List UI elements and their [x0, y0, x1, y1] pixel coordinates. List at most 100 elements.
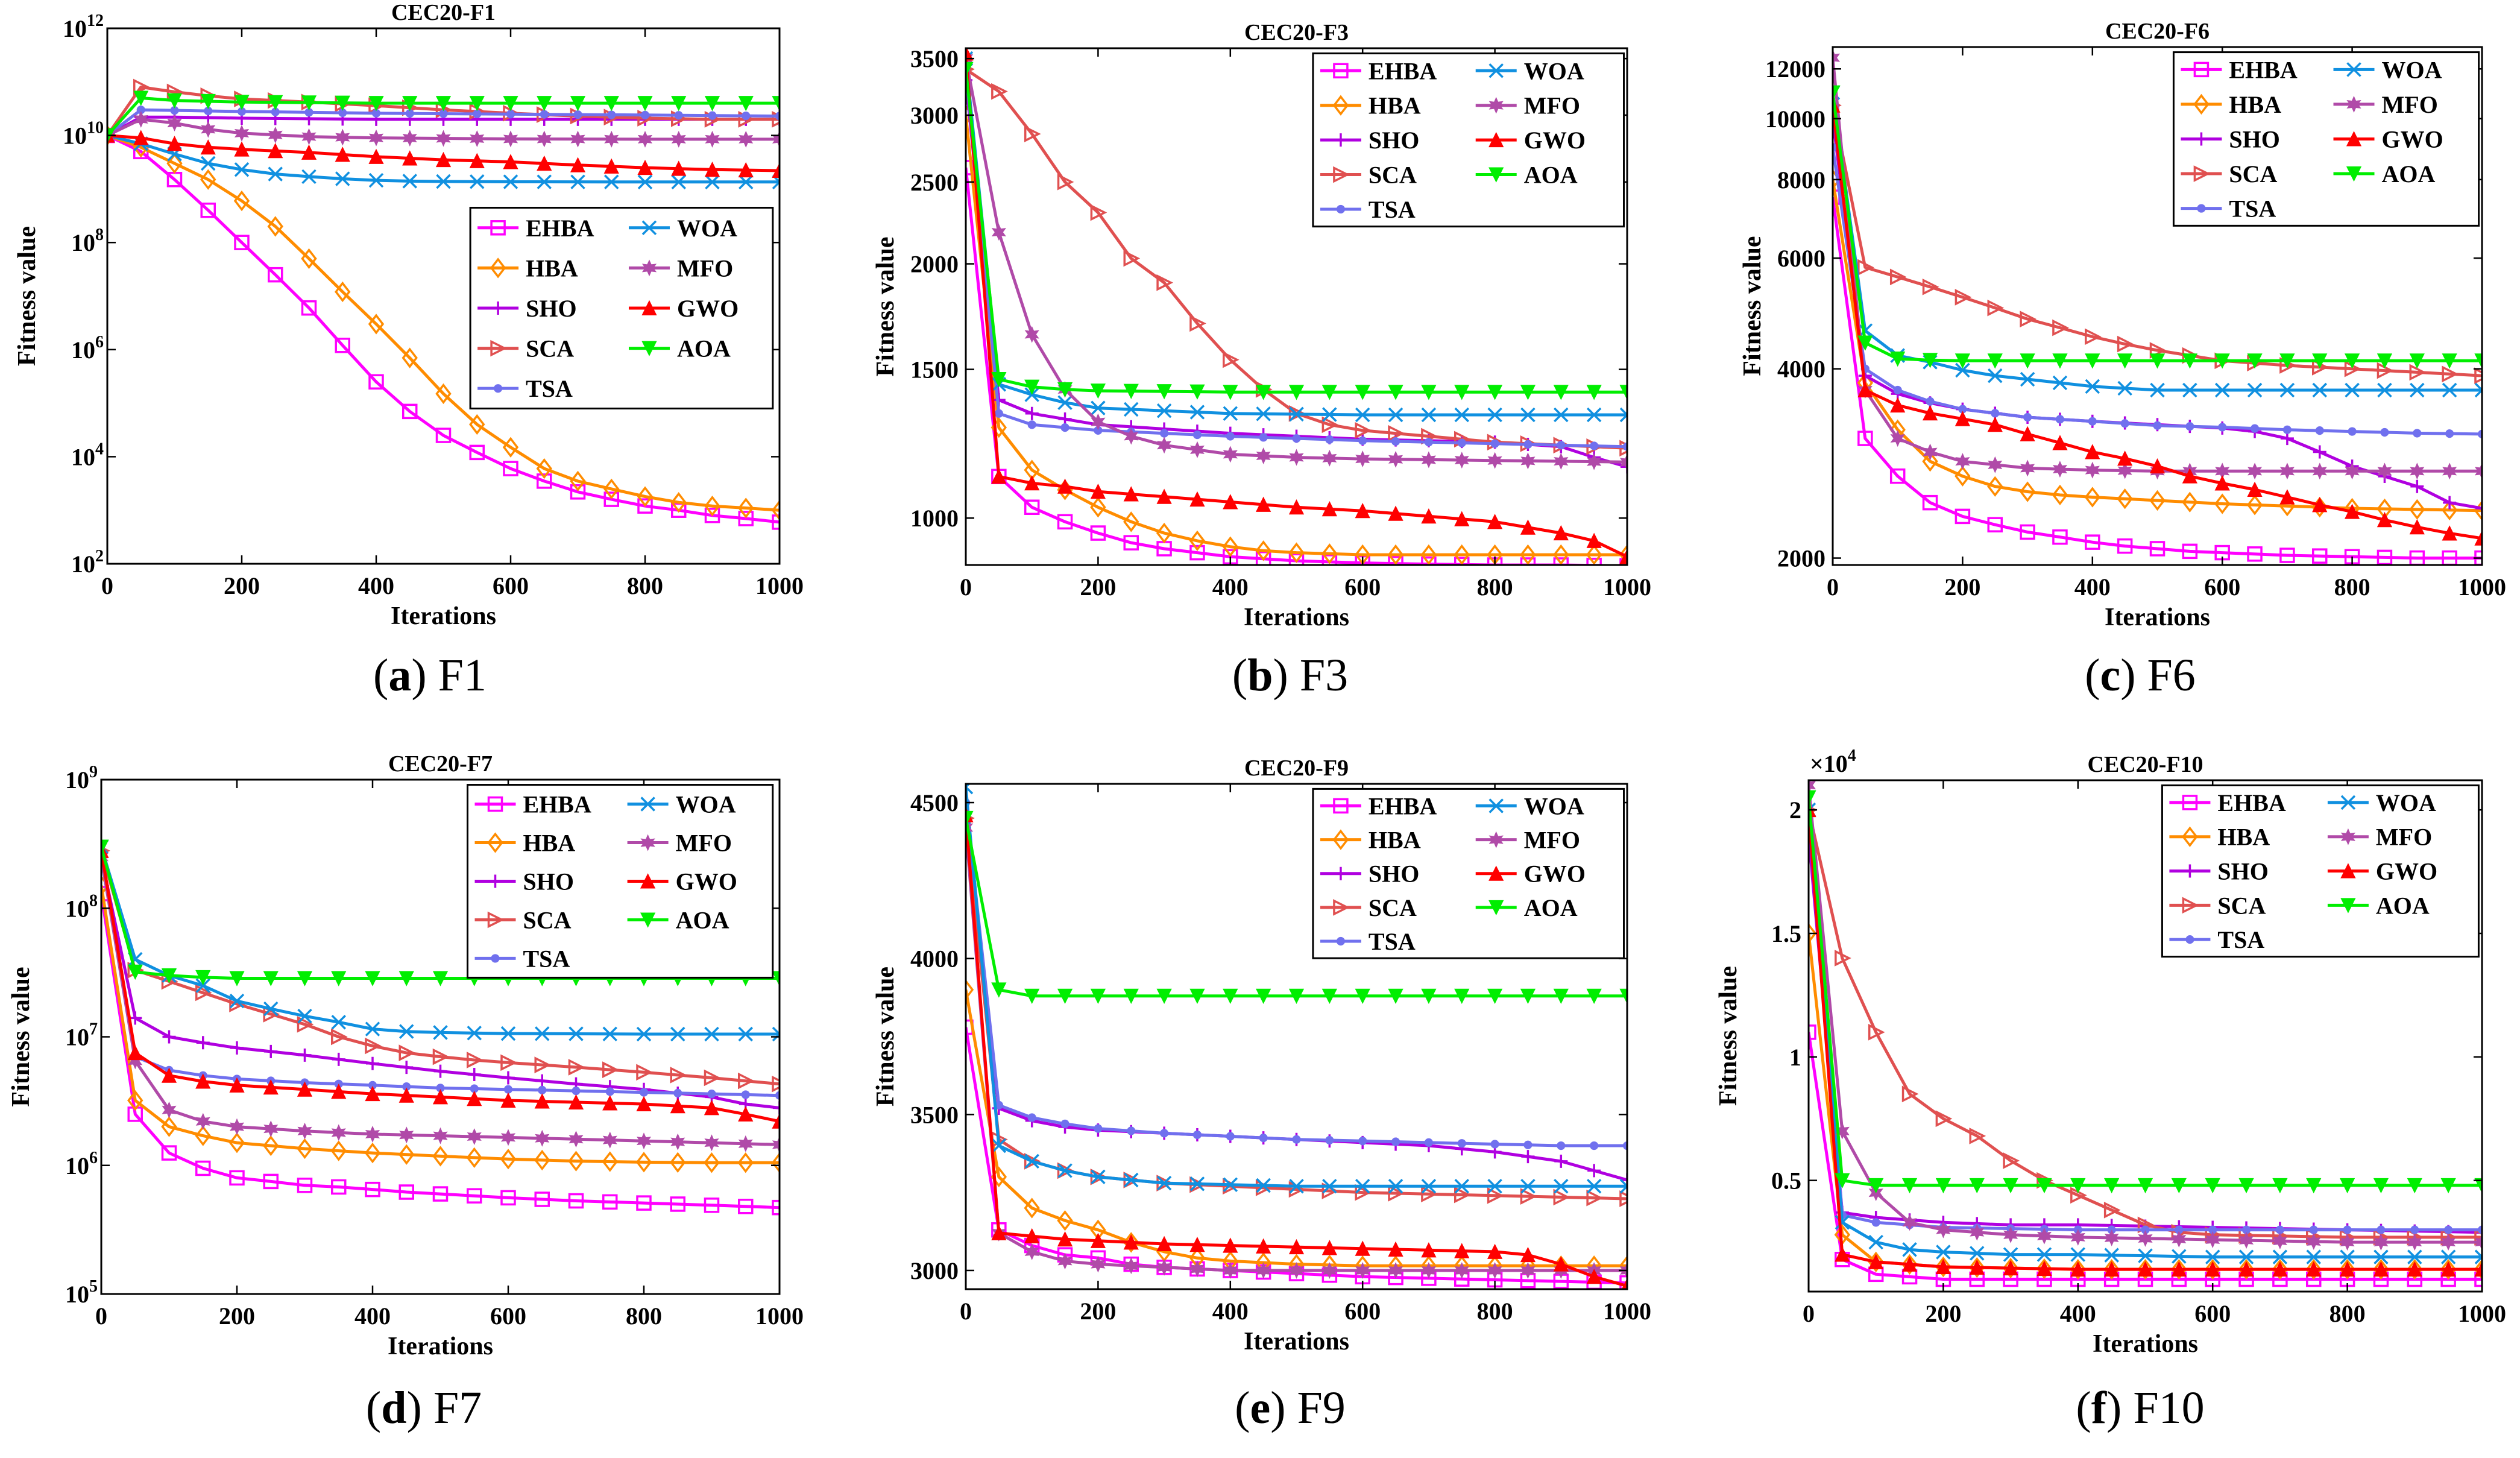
marker-aoa — [1935, 1178, 1951, 1194]
legend-label: SCA — [526, 335, 574, 362]
marker-sho — [1521, 1150, 1535, 1164]
marker-mfo — [1156, 437, 1172, 454]
marker-aoa — [1123, 383, 1139, 399]
y-tick-label: 2500 — [910, 169, 959, 196]
marker-woa — [1586, 1179, 1602, 1194]
marker-gwo — [1256, 496, 1271, 512]
marker-sca — [331, 1028, 348, 1046]
marker-aoa — [2085, 353, 2100, 369]
marker-tsa — [741, 1090, 750, 1099]
marker-aoa — [2312, 353, 2328, 369]
marker-gwo — [636, 1096, 652, 1112]
y-tick-label: 4000 — [910, 945, 959, 973]
series-markers-aoa — [966, 62, 1627, 400]
marker-aoa — [1987, 353, 2003, 369]
y-axis-label: Fitness value — [872, 236, 899, 376]
legend-item-tsa: TSA — [1320, 196, 1416, 223]
legend-marker — [1488, 798, 1504, 813]
marker-sca — [2020, 311, 2037, 327]
y-tick-label: 10000 — [1765, 106, 1825, 133]
marker-gwo — [133, 130, 149, 145]
marker-sho — [1554, 1154, 1568, 1168]
x-tick-label: 400 — [354, 1302, 391, 1330]
series-markers-gwo — [966, 48, 1627, 564]
marker-hba — [1935, 1256, 1951, 1278]
marker-gwo — [2036, 1260, 2052, 1277]
marker-gwo — [1388, 505, 1403, 521]
legend-label: EHBA — [2217, 789, 2285, 816]
marker-woa — [1487, 1179, 1502, 1194]
marker-gwo — [1288, 1239, 1305, 1255]
marker-woa — [705, 174, 720, 190]
marker-gwo — [1057, 478, 1073, 494]
marker-mfo — [636, 1132, 652, 1150]
y-tick-label: 3500 — [910, 1101, 959, 1128]
marker-hba — [1969, 1257, 1985, 1278]
marker-hba — [402, 347, 418, 368]
marker-gwo — [229, 1077, 245, 1093]
marker-aoa — [1223, 988, 1238, 1004]
marker-sho — [1587, 1164, 1601, 1178]
marker-woa — [331, 1014, 346, 1030]
legend-label: EHBA — [1369, 792, 1437, 819]
x-tick-label: 600 — [1344, 1298, 1381, 1325]
marker-hba — [1987, 476, 2003, 497]
marker-aoa — [1901, 1178, 1918, 1194]
marker-tsa — [1060, 423, 1069, 432]
marker-woa — [2036, 1247, 2052, 1262]
marker-mfo — [1223, 1262, 1238, 1279]
caption-letter: d — [381, 1383, 406, 1433]
legend-label: WOA — [677, 215, 737, 242]
y-tick-label: 2 — [1789, 797, 1801, 824]
marker-sca — [1355, 422, 1372, 439]
legend-item-aoa: AOA — [1475, 162, 1578, 189]
legend-label: SHO — [523, 868, 574, 895]
legend-label: WOA — [1524, 57, 1584, 84]
marker-woa — [1619, 1179, 1627, 1194]
marker-mfo — [2052, 461, 2068, 478]
legend-label: MFO — [2382, 91, 2438, 118]
marker-gwo — [2474, 1261, 2482, 1277]
marker-mfo — [1256, 1262, 1271, 1279]
marker-mfo — [1057, 1252, 1073, 1270]
y-tick-label: 108 — [65, 891, 98, 922]
marker-hba — [1520, 544, 1536, 565]
marker-woa — [1902, 1242, 1917, 1257]
marker-mfo — [2138, 1229, 2153, 1247]
marker-hba — [1189, 530, 1206, 552]
marker-mfo — [1024, 1243, 1039, 1260]
marker-sho — [196, 1036, 210, 1050]
marker-ehba — [301, 300, 317, 316]
marker-gwo — [1321, 500, 1337, 517]
marker-hba — [771, 1152, 780, 1173]
marker-ehba — [1388, 555, 1403, 565]
marker-gwo — [234, 141, 250, 157]
legend-box — [2172, 51, 2480, 227]
marker-gwo — [1090, 484, 1106, 499]
marker-tsa — [1226, 1132, 1235, 1141]
marker-hba — [2474, 1258, 2482, 1280]
marker-sca — [500, 1054, 517, 1071]
axis-exponent-base: ×10 — [1810, 750, 1848, 777]
legend-label: AOA — [676, 906, 729, 933]
legend-label: AOA — [2382, 160, 2436, 188]
series-group — [1809, 780, 2482, 1287]
marker-gwo — [1355, 502, 1370, 519]
marker-sca — [1619, 1190, 1627, 1207]
marker-woa — [1189, 1176, 1205, 1191]
x-tick-label: 1000 — [1603, 573, 1651, 601]
marker-woa — [1156, 403, 1172, 418]
legend-label: SCA — [523, 906, 572, 933]
legend-item-sca: SCA — [2169, 892, 2266, 919]
marker-mfo — [1091, 1255, 1106, 1273]
marker-gwo — [1288, 499, 1305, 515]
legend-label: SCA — [1369, 162, 1417, 189]
marker-mfo — [2340, 1234, 2355, 1251]
series-markers-woa — [966, 784, 1627, 1194]
marker-aoa — [1288, 988, 1305, 1004]
legend: EHBA WOA HBA MFO SHO GWO SCA AOA TSA — [467, 784, 774, 979]
marker-ehba — [365, 1181, 380, 1198]
legend-marker — [1488, 131, 1504, 148]
marker-aoa — [1586, 988, 1602, 1004]
